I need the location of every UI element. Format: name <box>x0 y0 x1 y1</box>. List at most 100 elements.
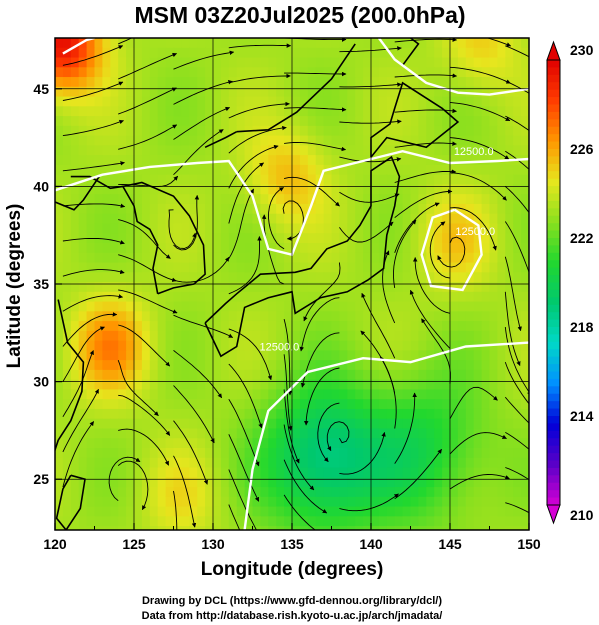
colorbar-segment <box>547 208 560 217</box>
colorbar-segment <box>547 223 560 232</box>
streamline <box>228 363 263 429</box>
colorbar-segment <box>547 163 560 172</box>
streamline <box>173 256 230 283</box>
streamline <box>449 432 507 455</box>
streamline <box>412 257 451 314</box>
colorbar-tick-label: 222 <box>570 230 594 246</box>
streamline <box>339 493 399 512</box>
colorbar-segment <box>547 475 560 484</box>
colorbar-segment <box>547 490 560 499</box>
streamline <box>504 256 522 332</box>
colorbar-segment <box>547 149 560 158</box>
streamline <box>228 188 254 259</box>
colorbar-segment <box>547 178 560 187</box>
streamline <box>228 504 241 530</box>
colorbar-segment <box>547 134 560 143</box>
grid <box>54 38 530 530</box>
colorbar-segment <box>547 289 560 298</box>
streamline <box>62 269 125 277</box>
streamline <box>173 129 224 176</box>
streamline <box>504 221 529 274</box>
streamline <box>228 398 260 467</box>
streamline <box>449 386 498 419</box>
x-tick-label: 125 <box>122 536 146 552</box>
contour-label: 12500.0 <box>260 341 300 353</box>
streamline <box>228 328 273 381</box>
streamline <box>173 490 178 530</box>
colorbar-segment <box>547 364 560 373</box>
streamline <box>118 289 178 314</box>
colorbar-segment <box>547 423 560 432</box>
streamline <box>283 318 293 396</box>
streamline <box>326 421 350 452</box>
streamline <box>409 289 451 349</box>
streamline <box>118 428 170 466</box>
streamline <box>283 459 328 514</box>
x-tick-label: 130 <box>201 536 225 552</box>
colorbar-segment <box>547 89 560 98</box>
streamline <box>505 45 529 58</box>
y-tick-label: 40 <box>33 178 49 194</box>
colorbar-segment <box>547 327 560 336</box>
streamline <box>394 189 453 218</box>
colorbar-segment <box>547 482 560 491</box>
colorbar-tick-label: 226 <box>570 141 594 157</box>
colorbar-segment <box>547 445 560 454</box>
colorbar-segment <box>547 356 560 365</box>
colorbar-segment <box>547 238 560 247</box>
y-tick-label: 35 <box>33 276 49 292</box>
height-contour <box>243 341 529 530</box>
x-tick-label: 145 <box>438 536 462 552</box>
x-tick-label: 135 <box>280 536 304 552</box>
streamline <box>173 50 235 70</box>
streamline <box>284 141 347 152</box>
streamline <box>173 106 231 140</box>
streamline <box>62 421 95 488</box>
streamline <box>173 420 208 485</box>
streamline <box>118 52 178 80</box>
coastline <box>70 175 124 190</box>
x-axis-label: Longitude (degrees) <box>201 559 384 580</box>
colorbar-segment <box>547 438 560 447</box>
streamline <box>228 101 290 119</box>
streamline <box>394 202 440 253</box>
streamline <box>62 119 124 137</box>
streamline <box>62 237 125 245</box>
y-tick-label: 45 <box>33 81 49 97</box>
streamline <box>62 294 124 312</box>
streamline <box>339 82 402 88</box>
colorbar-segment <box>547 171 560 180</box>
colorbar-segment <box>547 267 560 276</box>
streamline <box>118 38 133 45</box>
streamline <box>282 200 304 241</box>
streamline <box>118 219 171 259</box>
streamline <box>394 448 442 500</box>
streamline <box>261 214 285 285</box>
streamline <box>118 324 171 367</box>
streamline <box>394 169 457 183</box>
colorbar-segment <box>547 467 560 476</box>
streamline <box>505 80 529 94</box>
streamline <box>173 314 234 338</box>
colorbar-segment <box>547 349 560 358</box>
streamline <box>62 203 126 208</box>
streamline <box>339 156 402 163</box>
streamline <box>394 392 417 464</box>
streamline <box>62 326 105 382</box>
streamline <box>394 108 457 114</box>
streamline <box>504 361 529 405</box>
streamline <box>504 326 529 396</box>
streamline <box>317 402 340 463</box>
streamline <box>173 350 223 399</box>
colorbar-tick-label: 210 <box>570 507 594 523</box>
coastline <box>55 176 100 211</box>
streamline <box>283 494 316 530</box>
streamline <box>118 254 177 282</box>
colorbar-segment <box>547 67 560 76</box>
colorbar-segment <box>547 74 560 83</box>
colorbar-segment <box>547 104 560 113</box>
streamline <box>228 236 262 295</box>
colorbar-segment <box>547 252 560 261</box>
coastline <box>121 181 206 295</box>
